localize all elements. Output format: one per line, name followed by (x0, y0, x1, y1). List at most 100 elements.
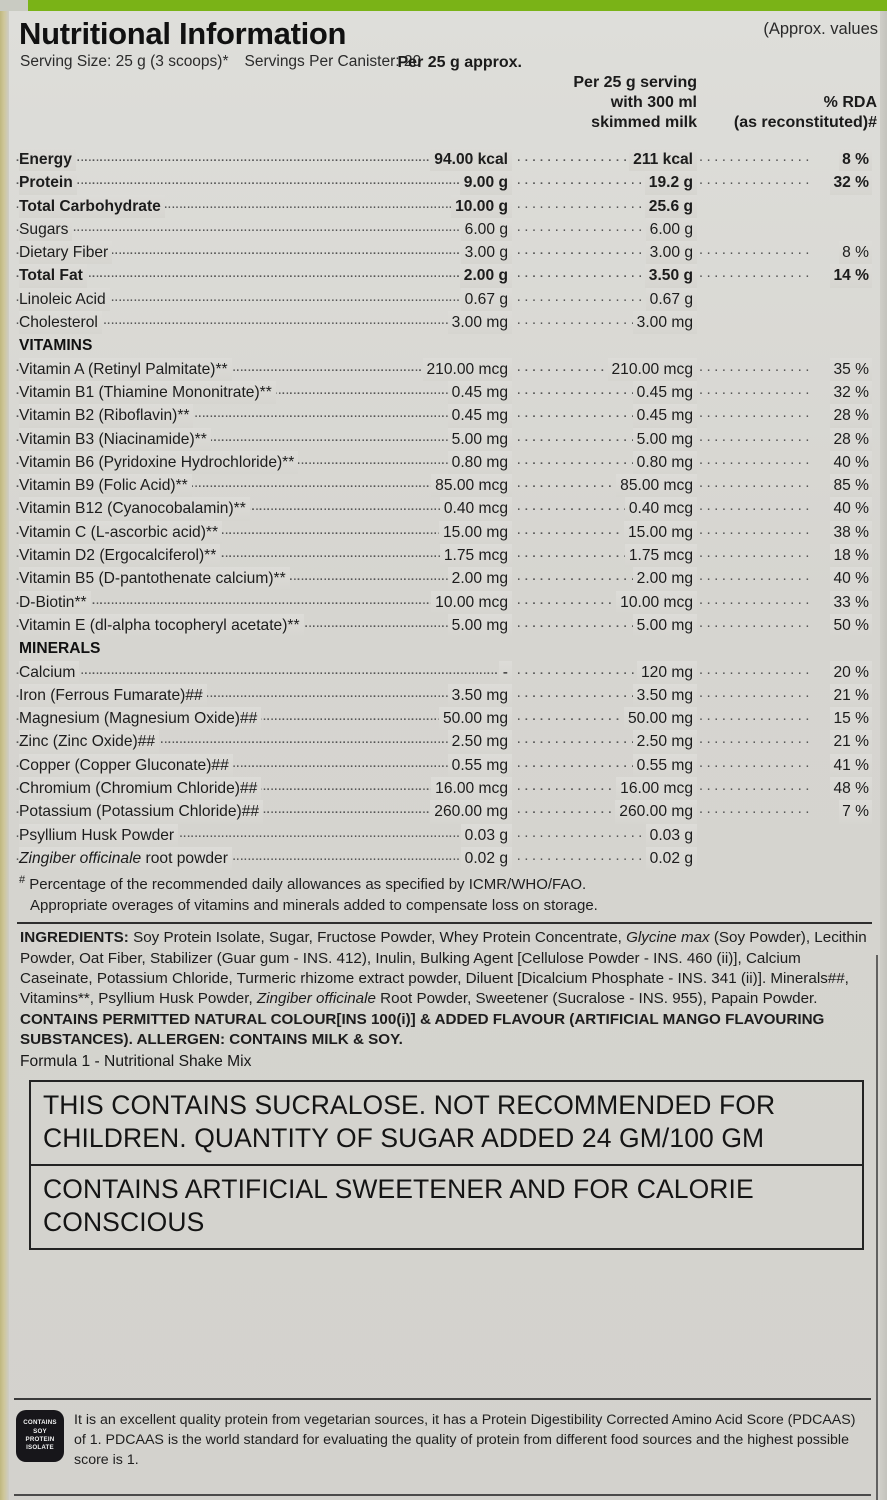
leader-dots-3 (15, 171, 872, 194)
row-label: Zingiber officinale root powder (19, 846, 232, 871)
table-row: Cholesterol 3.00 mg 3.00 mg (15, 311, 874, 335)
table-row: Vitamin C (L-ascorbic acid)** 15.00 mg 15.… (15, 520, 874, 545)
row-value-v1: 3.50 mg (447, 683, 512, 708)
ingredients-part3: Root Powder, Sweetener (Sucralose - INS.… (375, 990, 818, 1008)
row-label: Cholesterol (19, 311, 102, 335)
row-value-v1: 16.00 mcg (431, 777, 512, 801)
badge-line-1: CONTAINS (23, 1419, 57, 1427)
row-value-v3: 40 % (830, 567, 872, 591)
footer-bottom-rule (14, 1494, 871, 1496)
row-label: Total Carbohydrate (19, 194, 165, 218)
leader-dots-2 (15, 288, 697, 311)
row-value-v2: 50.00 mg (623, 707, 697, 731)
row-value-v2: 2.50 mg (632, 730, 697, 754)
row-label: Vitamin A (Retinyl Palmitate)** (19, 357, 232, 381)
table-row: Linoleic Acid 0.67 g 0.67 g (15, 287, 874, 312)
row-value-v2: 19.2 g (644, 171, 697, 195)
row-value-v3: 40 % (830, 497, 872, 521)
section-heading-minerals: MINERALS (19, 640, 101, 658)
table-row: Vitamin B12 (Cyanocobalamin)** 0.40 mcg 0.… (15, 497, 874, 521)
table-row: Vitamin B5 (D-pantothenate calcium)** 2.0… (15, 567, 874, 591)
row-value-v3: 8 % (839, 241, 872, 265)
row-label: Vitamin B3 (Niacinamide)** (19, 427, 211, 451)
table-row: Total Carbohydrate 10.00 g 25.6 g (15, 194, 874, 218)
row-label: Psyllium Husk Powder (19, 823, 179, 847)
leader-dots-2 (15, 218, 697, 241)
row-label: Zinc (Zinc Oxide)## (19, 730, 160, 754)
pdcaas-note: CONTAINS SOY PROTEIN ISOLATE It is an ex… (14, 1400, 871, 1470)
row-value-v2: 15.00 mg (623, 520, 697, 545)
row-value-v3: 41 % (830, 753, 872, 778)
leader-dots-3 (15, 264, 872, 287)
ingredients-part1: Soy Protein Isolate, Sugar, Fructose Pow… (128, 929, 627, 947)
section-heading-vitamins: VITAMINS (19, 337, 93, 355)
row-value-v2: 16.00 mcg (616, 777, 697, 801)
column-header-per-serving: Per 25 g approx. (397, 54, 523, 71)
row-value-v1: 5.00 mg (447, 613, 512, 638)
row-value-v1: 85.00 mcg (431, 474, 512, 498)
footer-block: CONTAINS SOY PROTEIN ISOLATE It is an ex… (14, 1398, 871, 1496)
row-value-v1: 5.00 mg (447, 427, 512, 451)
servings-per-canister: Servings Per Canister: 20 (244, 53, 422, 70)
row-value-v3: 14 % (830, 264, 872, 288)
row-label: Vitamin B12 (Cyanocobalamin)** (19, 497, 250, 521)
row-value-v2: 260.00 mg (615, 800, 697, 824)
right-edge-stripe (880, 11, 887, 1500)
badge-line-3: PROTEIN (25, 1436, 55, 1443)
row-label: Copper (Copper Gluconate)## (19, 753, 233, 778)
table-row: Protein 9.00 g 19.2 g 32 % (15, 171, 874, 195)
table-row: Vitamin E (dl-alpha tocopheryl acetate)*… (15, 613, 874, 638)
table-row: Dietary Fiber 3.00 g 3.00 g 8 % (15, 241, 874, 265)
row-value-v1: 0.45 mg (447, 404, 512, 428)
ingredients-italic-zingiber: Zingiber officinale (256, 990, 376, 1008)
row-value-v1: 2.00 mg (447, 567, 512, 591)
table-row: Vitamin B9 (Folic Acid)** 85.00 mcg 85.00 … (15, 474, 874, 498)
page-title: Nutritional Information (19, 16, 347, 51)
table-row: Zinc (Zinc Oxide)## 2.50 mg 2.50 mg 21 % (15, 730, 874, 754)
table-row: Vitamin B2 (Riboflavin)** 0.45 mg 0.45 mg 2… (15, 404, 874, 428)
table-row: Vitamin A (Retinyl Palmitate)** 210.00 mc… (15, 357, 874, 381)
row-value-v2: 210.00 mcg (607, 357, 697, 381)
row-label: Vitamin B1 (Thiamine Mononitrate)** (19, 380, 276, 405)
row-value-v3: 32 % (830, 380, 872, 405)
ingredients-caps-notice: CONTAINS PERMITTED NATURAL COLOUR[INS 10… (20, 1010, 825, 1049)
row-label: Vitamin E (dl-alpha tocopheryl acetate)*… (19, 613, 304, 638)
ingredients-part2: (Soy Powder), Lecithin Powder, Oat Fiber… (20, 929, 867, 1008)
row-value-v1: 0.55 mg (447, 753, 512, 778)
row-value-v2: 3.50 g (644, 264, 697, 288)
table-row: Copper (Copper Gluconate)## 0.55 mg 0.55 m… (15, 753, 874, 778)
table-row: Psyllium Husk Powder 0.03 g 0.03 g (15, 823, 874, 847)
footnote-rda: # Percentage of the recommended daily al… (19, 874, 587, 894)
row-value-v1: 2.50 mg (447, 730, 512, 754)
row-value-v1: 0.03 g (460, 823, 512, 847)
row-value-v3: 38 % (830, 520, 872, 545)
table-row: D-Biotin** 10.00 mcg 10.00 mcg 33 % (15, 590, 874, 614)
row-value-v1: 2.00 g (459, 264, 512, 288)
warning-artificial-sweetener: CONTAINS ARTIFICIAL SWEETENER AND FOR CA… (31, 1163, 862, 1248)
table-row: Iron (Ferrous Fumarate)## 3.50 mg 3.50 mg 2… (15, 683, 874, 708)
row-value-v3: 28 % (830, 404, 872, 428)
row-value-v1: 0.80 mg (447, 450, 512, 475)
pdcaas-text: It is an excellent quality protein from … (74, 1412, 856, 1468)
footnote-overages: Appropriate overages of vitamins and min… (30, 897, 598, 915)
column-header-with-milk: Per 25 g serving with 300 ml skimmed mil… (573, 73, 697, 133)
ingredients-italic-glycine-max: Glycine max (626, 929, 710, 947)
col3-line1: % RDA (823, 94, 877, 111)
row-value-v2: 0.02 g (645, 846, 697, 871)
row-label: Chromium (Chromium Chloride)## (19, 777, 262, 801)
leader-dots-3 (15, 241, 872, 264)
row-label: D-Biotin** (19, 590, 91, 614)
left-edge-stripe (0, 11, 9, 1500)
col2-line1: Per 25 g serving (573, 74, 697, 91)
footer-top-rule (14, 1398, 871, 1400)
row-value-v2: 0.80 mg (632, 450, 697, 475)
approx-values-note: (Approx. values (763, 20, 878, 38)
row-value-v1: 210.00 mcg (422, 357, 512, 381)
table-row: Vitamin B6 (Pyridoxine Hydrochloride)** 0… (15, 450, 874, 475)
row-value-v2: 0.45 mg (632, 404, 697, 428)
row-value-v3: 21 % (830, 730, 872, 754)
table-row: Sugars 6.00 g 6.00 g (15, 217, 874, 242)
table-row: Chromium (Chromium Chloride)## 16.00 mcg 1… (15, 777, 874, 801)
leader-dots-3 (15, 661, 872, 684)
row-label: Vitamin C (L-ascorbic acid)** (19, 520, 223, 545)
